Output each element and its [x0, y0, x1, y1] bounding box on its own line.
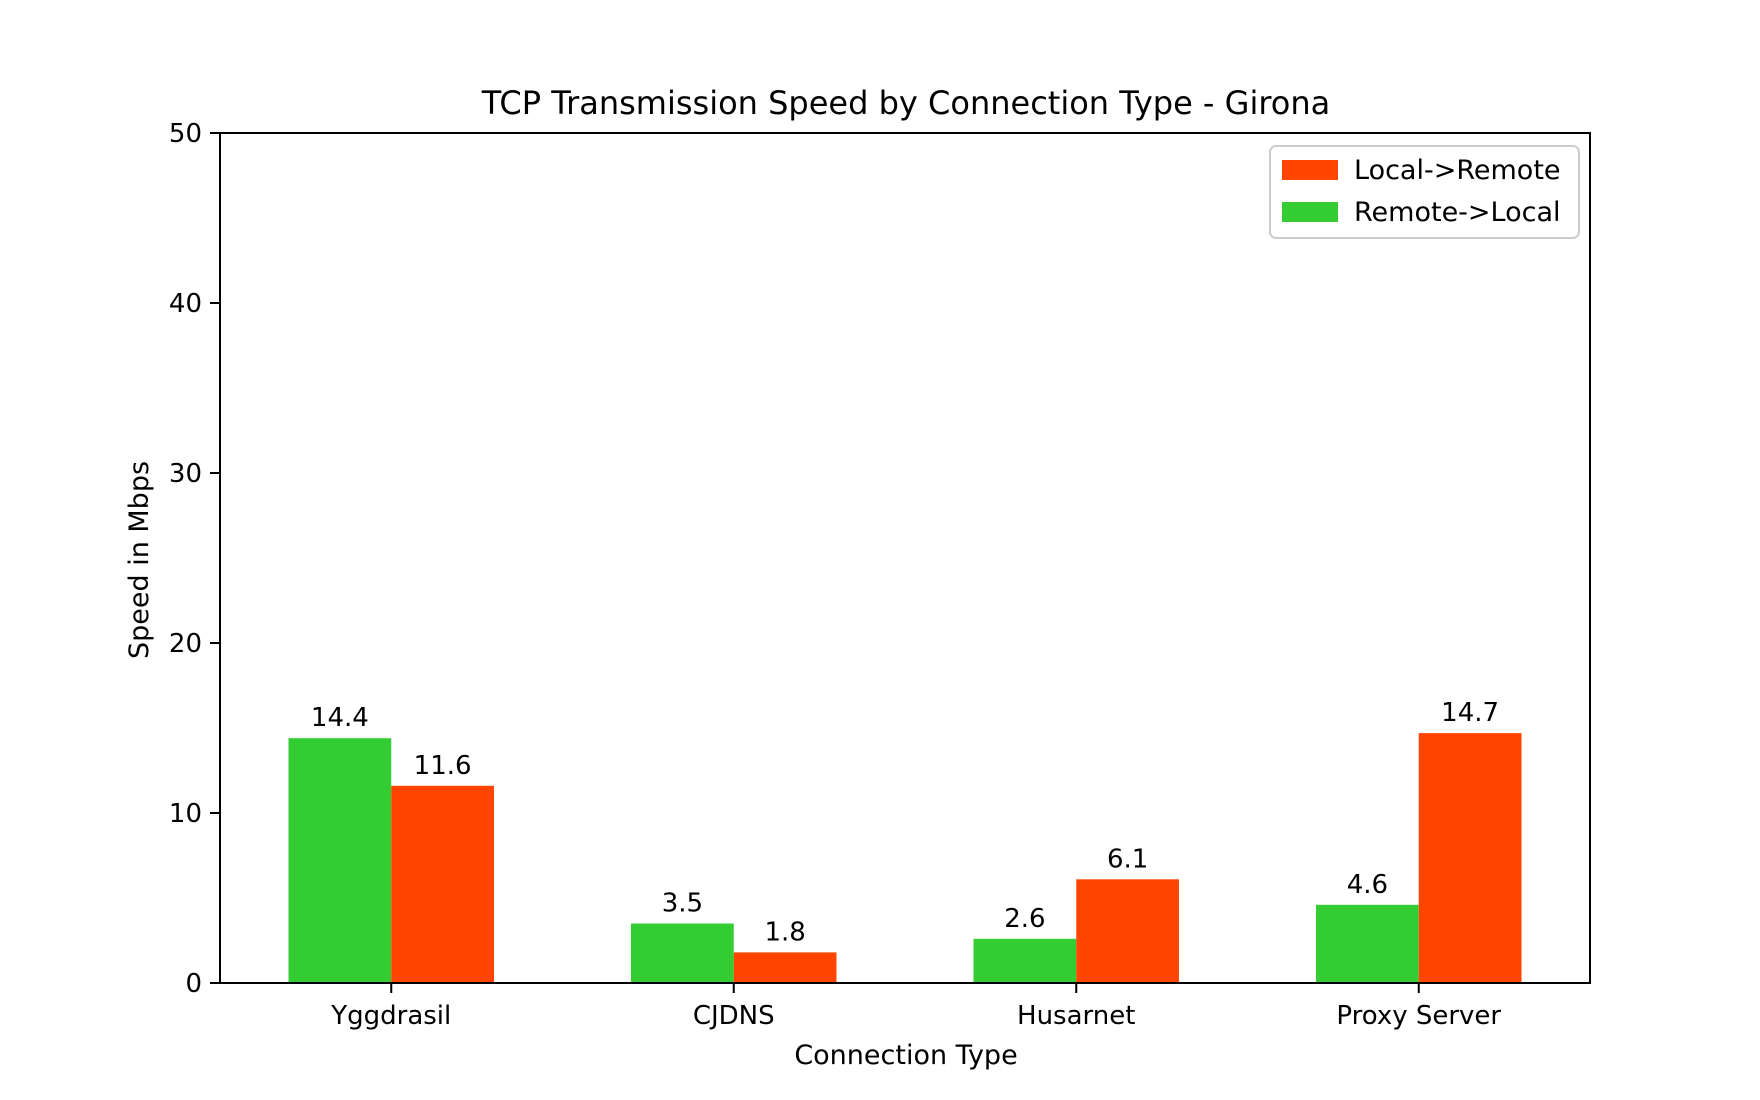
legend-label: Local->Remote: [1354, 155, 1561, 186]
bar: [631, 923, 734, 983]
bar-value-label: 1.8: [764, 917, 805, 947]
x-tick-label: Yggdrasil: [330, 1001, 451, 1031]
y-tick-label: 20: [169, 629, 202, 659]
bars-group: [288, 733, 1522, 983]
y-tick-label: 0: [185, 969, 202, 999]
y-tick-label: 10: [169, 799, 202, 829]
legend-swatch: [1282, 202, 1338, 222]
bar: [973, 938, 1077, 983]
chart-title: TCP Transmission Speed by Connection Typ…: [481, 84, 1331, 122]
x-tick-label: Proxy Server: [1336, 1001, 1501, 1031]
y-axis-label: Speed in Mbps: [124, 461, 155, 659]
y-tick-label: 40: [169, 289, 202, 319]
legend-label: Remote->Local: [1354, 197, 1561, 228]
y-tick-label: 30: [169, 459, 202, 489]
x-tick-label: Husarnet: [1017, 1001, 1135, 1031]
bar-value-label: 3.5: [662, 889, 703, 919]
x-axis-label: Connection Type: [794, 1040, 1017, 1071]
bar-value-label: 11.6: [414, 751, 472, 781]
bar: [1316, 904, 1419, 983]
plot-area-frame: [219, 132, 1591, 984]
bar: [288, 738, 392, 983]
legend-swatch: [1282, 160, 1338, 180]
bar-value-label: 14.7: [1441, 698, 1499, 728]
bar-labels-group: 14.4 11.6 3.5 1.8 2.6 6.1 4.6 14.7: [311, 698, 1499, 947]
bar: [1076, 879, 1179, 983]
bar-value-label: 14.4: [311, 703, 369, 733]
bar-value-label: 6.1: [1107, 844, 1148, 874]
x-tick-label: CJDNS: [693, 1001, 775, 1031]
legend-box: [1269, 145, 1580, 239]
y-axis-ticks: 0 10 20 30 40 50: [169, 119, 220, 999]
bar-value-label: 4.6: [1347, 870, 1388, 900]
y-tick-label: 50: [169, 119, 202, 149]
bar: [733, 952, 837, 983]
bar: [391, 785, 494, 983]
legend: Local->Remote Remote->Local: [1269, 145, 1580, 239]
x-axis-ticks: Yggdrasil CJDNS Husarnet Proxy Server: [330, 983, 1501, 1031]
bar: [1418, 733, 1522, 983]
bar-value-label: 2.6: [1004, 904, 1045, 934]
